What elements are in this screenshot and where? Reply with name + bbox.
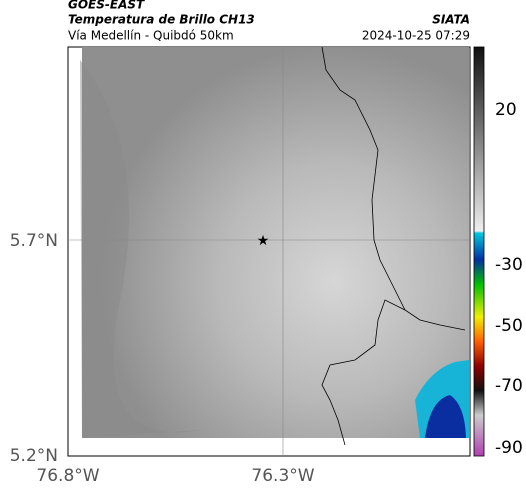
colorbar-tick-label: -50 bbox=[495, 316, 523, 336]
location-marker: ★ bbox=[257, 233, 270, 249]
product: Temperatura de Brillo CH13 bbox=[68, 13, 255, 27]
lat-label: 5.7°N bbox=[10, 231, 58, 251]
colorbar-tick-label: -30 bbox=[495, 255, 523, 275]
boundary bbox=[321, 299, 406, 446]
lat-label: 5.2°N bbox=[10, 446, 58, 466]
colorbar-tick-label: 20 bbox=[495, 100, 517, 120]
source: GOES-EAST bbox=[68, 0, 145, 12]
lon-label: 76.3°W bbox=[251, 466, 314, 486]
warm-area bbox=[80, 60, 200, 438]
agency: SIATA bbox=[432, 13, 470, 27]
datetime: 2024-10-25 07:29 bbox=[362, 29, 470, 43]
brightness-field bbox=[82, 47, 469, 438]
boundary bbox=[321, 46, 466, 331]
location: Vía Medellín - Quibdó 50km bbox=[68, 29, 234, 43]
colorbar-tick-label: -90 bbox=[495, 438, 523, 458]
colorbar bbox=[473, 46, 485, 457]
lon-label: 76.8°W bbox=[36, 466, 99, 486]
colorbar-tick-label: -70 bbox=[495, 376, 523, 396]
cold-core bbox=[425, 395, 466, 438]
